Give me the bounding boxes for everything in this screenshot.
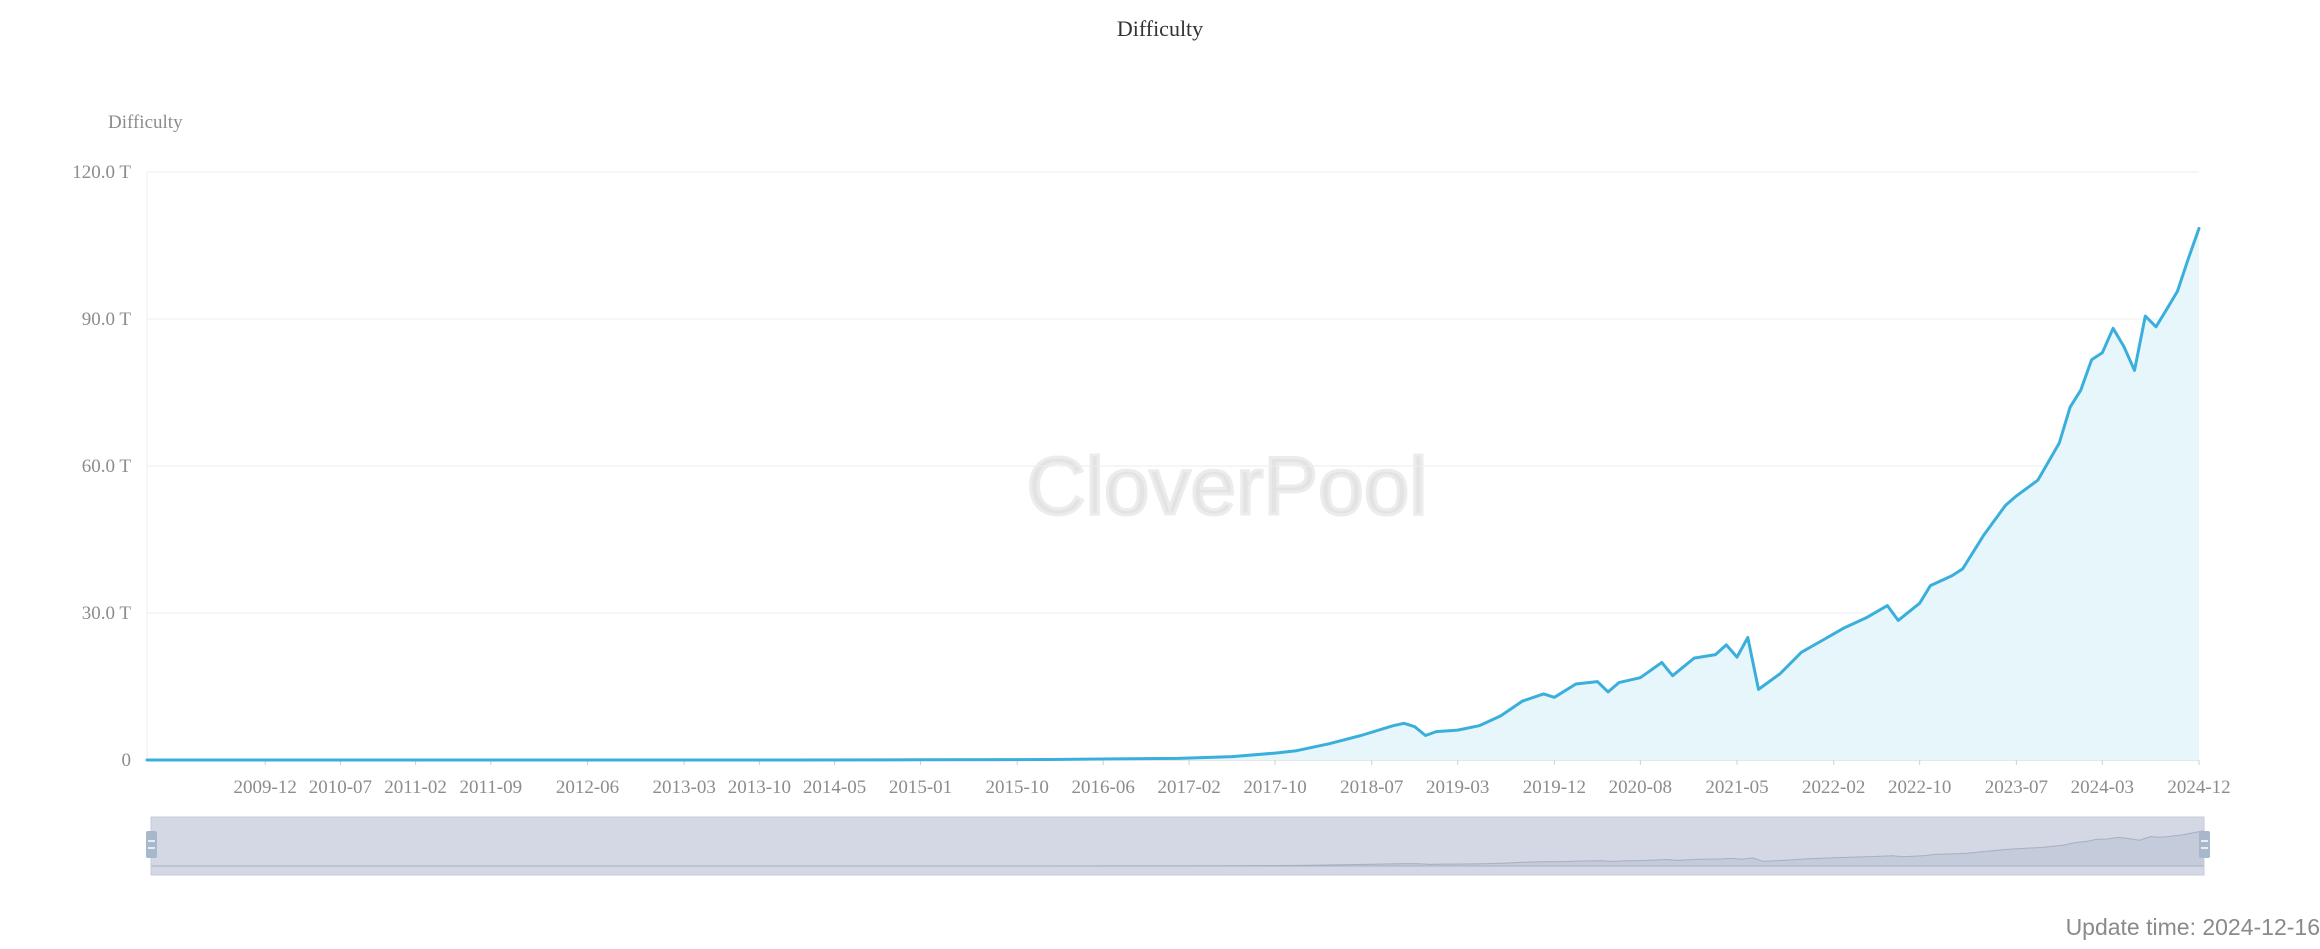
y-axis-title: Difficulty	[108, 112, 183, 133]
difficulty-area-fill	[147, 228, 2199, 760]
data-zoom-slider[interactable]	[146, 816, 2210, 876]
x-tick-label: 2015-10	[986, 777, 1049, 798]
plot-area	[145, 226, 2201, 762]
zoom-handle-right[interactable]	[2199, 831, 2210, 858]
x-tick-label: 2017-02	[1157, 777, 1220, 798]
y-tick-label: 0	[122, 750, 132, 771]
x-tick-label: 2017-10	[1243, 777, 1306, 798]
x-tick-label: 2018-07	[1340, 777, 1403, 798]
x-tick-label: 2016-06	[1072, 777, 1135, 798]
cloverpool-watermark: CloverPool	[1026, 441, 1427, 532]
x-tick-label: 2013-10	[728, 777, 791, 798]
chart-title: Difficulty	[1116, 16, 1204, 41]
x-tick-label: 2015-01	[889, 777, 952, 798]
x-tick-label: 2012-06	[556, 777, 619, 798]
x-tick-label: 2024-03	[2071, 777, 2134, 798]
x-axis-labels: 2009-12 2010-07 2011-02 2011-09 2012-06 2013-…	[234, 760, 2231, 798]
x-tick-label: 2024-12	[2167, 777, 2230, 798]
x-tick-label: 2011-09	[459, 777, 522, 798]
y-tick-label: 30.0 T	[82, 603, 132, 624]
x-tick-label: 2023-07	[1985, 777, 2048, 798]
x-tick-label: 2019-03	[1426, 777, 1489, 798]
update-time: Update time: 2024-12-16	[2065, 914, 2320, 940]
zoom-handle-left[interactable]	[146, 831, 157, 858]
y-tick-label: 60.0 T	[82, 456, 132, 477]
x-tick-label: 2019-12	[1523, 777, 1586, 798]
y-axis-labels: 0 30.0 T 60.0 T 90.0 T 120.0 T	[72, 162, 131, 771]
y-tick-label: 90.0 T	[82, 309, 132, 330]
x-tick-label: 2014-05	[803, 777, 866, 798]
x-tick-label: 2011-02	[384, 777, 447, 798]
zoom-preview-line	[151, 830, 2205, 867]
x-tick-label: 2013-03	[653, 777, 716, 798]
x-tick-label: 2022-02	[1802, 777, 1865, 798]
x-tick-label: 2009-12	[234, 777, 297, 798]
x-tick-label: 2022-10	[1888, 777, 1951, 798]
x-tick-label: 2010-07	[309, 777, 372, 798]
zoom-slider-selected-range[interactable]	[150, 816, 2205, 876]
x-tick-label: 2020-08	[1609, 777, 1672, 798]
watermark-layer: CloverPool	[1025, 440, 1429, 534]
difficulty-line	[145, 226, 2201, 762]
x-tick-label: 2021-05	[1705, 777, 1768, 798]
y-tick-label: 120.0 T	[72, 162, 131, 183]
